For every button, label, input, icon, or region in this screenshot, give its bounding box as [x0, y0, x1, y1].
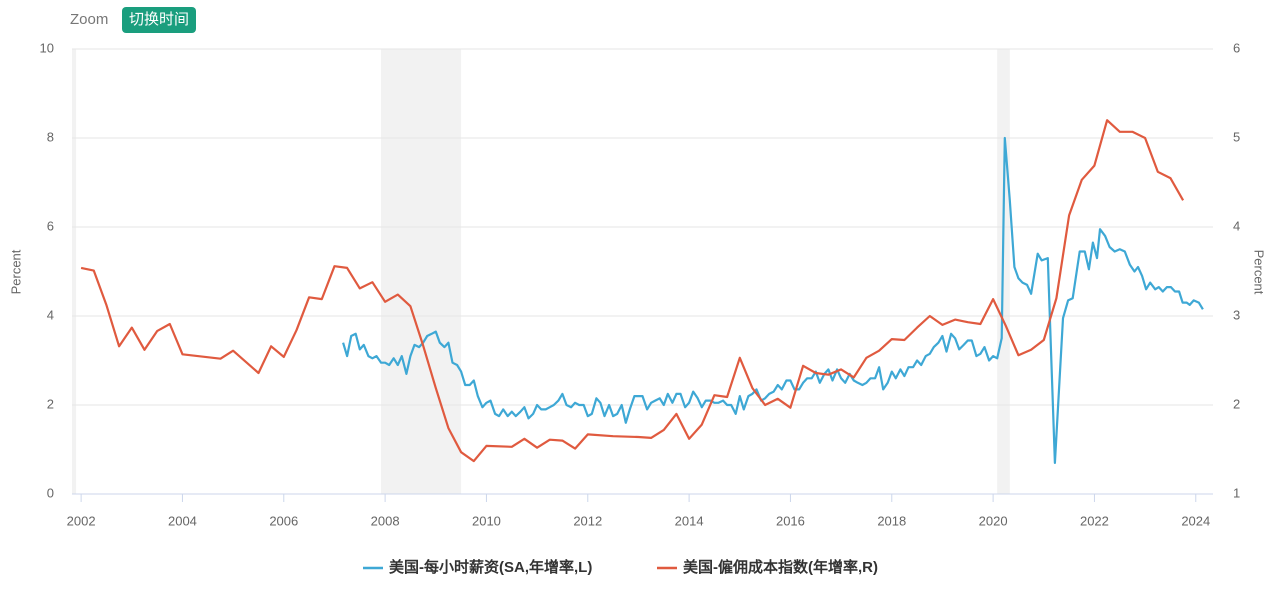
y-tick-label: 0 [47, 485, 54, 500]
y2-tick-label: 3 [1233, 307, 1240, 322]
y2-tick-label: 6 [1233, 40, 1240, 55]
switch-time-text[interactable]: 切换时间 [129, 11, 189, 28]
legend-label[interactable]: 美国-每小时薪资(SA,年增率,L) [389, 558, 592, 576]
y2-tick-label: 1 [1233, 485, 1240, 500]
y-tick-label: 4 [47, 307, 54, 322]
series-line [80, 119, 1185, 463]
x-tick-label: 2022 [1080, 513, 1109, 528]
x-tick-label: 2010 [472, 513, 501, 528]
x-tick-label: 2004 [168, 513, 197, 528]
x-tick-label: 2016 [776, 513, 805, 528]
y-axis-label: Percent [8, 249, 23, 294]
x-tick-label: 2024 [1181, 513, 1210, 528]
x-tick-label: 2008 [371, 513, 400, 528]
recession-band [72, 49, 77, 494]
y-tick-label: 2 [47, 396, 54, 411]
y-tick-label: 8 [47, 129, 54, 144]
x-tick-label: 2014 [675, 513, 704, 528]
y2-tick-label: 2 [1233, 396, 1240, 411]
x-tick-label: 2012 [573, 513, 602, 528]
y2-axis-label: Percent [1252, 250, 1267, 295]
y-tick-label: 6 [47, 218, 54, 233]
recession-band [381, 49, 462, 494]
y2-tick-label: 5 [1233, 129, 1240, 144]
zoom-label: Zoom [70, 11, 108, 28]
y2-tick-label: 4 [1233, 218, 1240, 233]
x-tick-label: 2020 [979, 513, 1008, 528]
switch-time-button[interactable] [122, 7, 196, 33]
y-tick-label: 10 [40, 40, 54, 55]
legend-label[interactable]: 美国-僱佣成本指数(年增率,R) [683, 558, 878, 576]
x-tick-label: 2002 [67, 513, 96, 528]
x-tick-label: 2006 [269, 513, 298, 528]
series-line [342, 136, 1204, 464]
x-tick-label: 2018 [877, 513, 906, 528]
